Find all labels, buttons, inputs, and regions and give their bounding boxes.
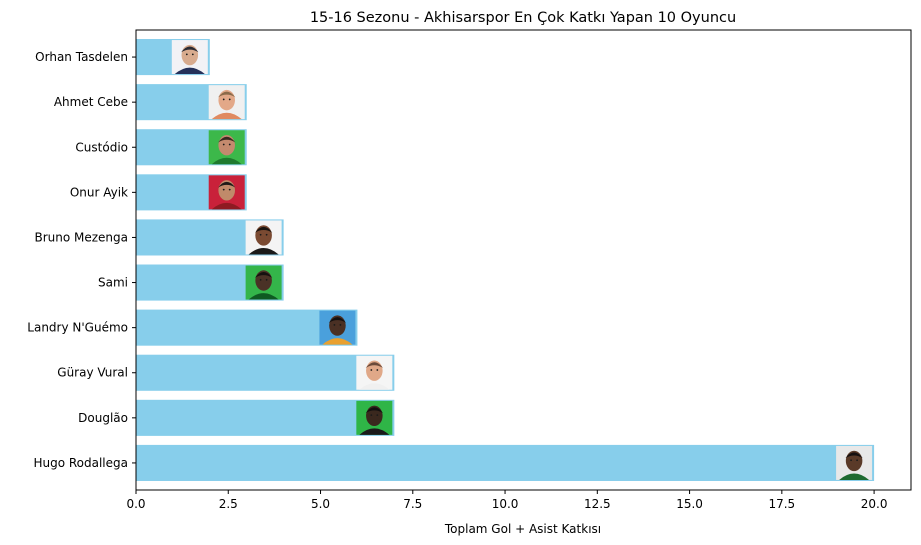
- player-photo: [356, 400, 393, 435]
- bar: [136, 399, 395, 436]
- x-tick-label: 2.5: [219, 497, 238, 511]
- bar: [136, 354, 395, 391]
- y-tick-label: Douglão: [78, 411, 128, 425]
- y-tick-label: Landry N'Guémo: [27, 321, 128, 335]
- y-tick-label: Custódio: [75, 140, 128, 154]
- photos-layer: [171, 40, 873, 480]
- bar: [136, 444, 875, 481]
- player-photo: [208, 130, 245, 165]
- x-tick-label: 0.0: [126, 497, 145, 511]
- y-tick-label: Ahmet Cebe: [54, 95, 128, 109]
- player-photo: [836, 445, 873, 480]
- x-axis-label: Toplam Gol + Asist Katkısı: [444, 522, 601, 536]
- player-photo: [319, 310, 356, 345]
- y-tick-label: Güray Vural: [57, 366, 128, 380]
- bars-layer: [136, 39, 875, 481]
- x-tick-label: 15.0: [676, 497, 703, 511]
- x-axis: 0.0 2.5 5.0 7.5 10.0 12.5 15.0 17.5 20.0: [126, 490, 887, 511]
- player-photo: [245, 265, 282, 300]
- player-photo: [245, 220, 282, 255]
- player-photo: [208, 85, 245, 120]
- y-tick-label: Bruno Mezenga: [34, 230, 128, 244]
- x-tick-label: 17.5: [768, 497, 795, 511]
- y-tick-label: Sami: [98, 276, 128, 290]
- x-tick-label: 5.0: [311, 497, 330, 511]
- y-tick-label: Hugo Rodallega: [33, 456, 128, 470]
- x-tick-label: 20.0: [861, 497, 888, 511]
- player-photo: [356, 355, 393, 390]
- x-tick-label: 10.0: [492, 497, 519, 511]
- y-axis: Orhan Tasdelen Ahmet Cebe Custódio Onur Ayi…: [27, 50, 136, 470]
- plot-frame: [135, 29, 912, 491]
- x-tick-label: 7.5: [403, 497, 422, 511]
- chart-title: 15-16 Sezonu - Akhisarspor En Çok Katkı …: [310, 10, 736, 26]
- player-photo: [171, 40, 208, 75]
- y-tick-label: Onur Ayik: [70, 185, 128, 199]
- player-photo: [208, 175, 245, 210]
- y-tick-label: Orhan Tasdelen: [35, 50, 128, 64]
- x-tick-label: 12.5: [584, 497, 611, 511]
